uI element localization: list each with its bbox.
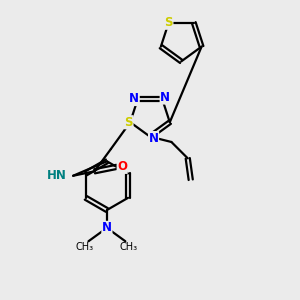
Text: N: N <box>129 92 139 106</box>
Text: N: N <box>148 132 159 145</box>
Text: S: S <box>124 116 133 129</box>
Text: CH₃: CH₃ <box>120 242 138 252</box>
Text: N: N <box>102 221 112 234</box>
Text: O: O <box>117 160 127 173</box>
Text: CH₃: CH₃ <box>76 242 94 252</box>
Text: S: S <box>164 16 173 29</box>
Text: HN: HN <box>47 169 67 182</box>
Text: N: N <box>160 91 170 104</box>
